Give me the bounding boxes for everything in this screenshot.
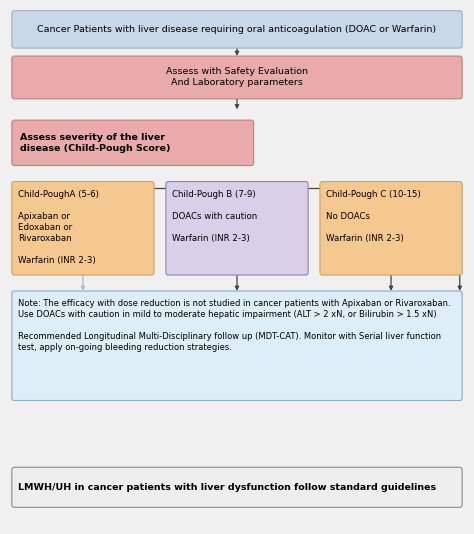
FancyBboxPatch shape — [12, 11, 462, 48]
Text: Child-Pough B (7-9)

DOACs with caution

Warfarin (INR 2-3): Child-Pough B (7-9) DOACs with caution W… — [172, 190, 257, 243]
Text: Cancer Patients with liver disease requiring oral anticoagulation (DOAC or Warfa: Cancer Patients with liver disease requi… — [37, 25, 437, 34]
FancyBboxPatch shape — [12, 467, 462, 507]
FancyBboxPatch shape — [320, 182, 462, 275]
Text: Assess with Safety Evaluation
And Laboratory parameters: Assess with Safety Evaluation And Labora… — [166, 67, 308, 88]
FancyBboxPatch shape — [12, 291, 462, 400]
FancyBboxPatch shape — [12, 182, 154, 275]
FancyBboxPatch shape — [12, 56, 462, 99]
Text: Child-Pough C (10-15)

No DOACs

Warfarin (INR 2-3): Child-Pough C (10-15) No DOACs Warfarin … — [326, 190, 421, 243]
Text: Note: The efficacy with dose reduction is not studied in cancer patients with Ap: Note: The efficacy with dose reduction i… — [18, 299, 451, 352]
FancyBboxPatch shape — [166, 182, 308, 275]
FancyBboxPatch shape — [12, 120, 254, 166]
Text: Child-PoughA (5-6)

Apixaban or
Edoxaban or
Rivaroxaban

Warfarin (INR 2-3): Child-PoughA (5-6) Apixaban or Edoxaban … — [18, 190, 99, 265]
Text: LMWH/UH in cancer patients with liver dysfunction follow standard guidelines: LMWH/UH in cancer patients with liver dy… — [18, 483, 436, 492]
Text: Assess severity of the liver
disease (Child-Pough Score): Assess severity of the liver disease (Ch… — [20, 133, 171, 153]
